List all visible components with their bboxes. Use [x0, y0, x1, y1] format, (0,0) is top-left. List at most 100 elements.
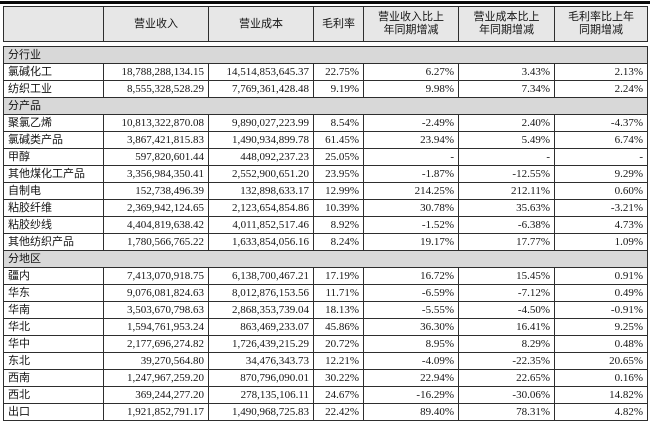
cell-value: 3,356,984,350.41: [103, 165, 209, 183]
cell-value: 152,738,496.39: [103, 182, 209, 200]
row-label: 出口: [3, 403, 104, 421]
table-row: 甲醇 597,820,601.44 448,092,237.23 25.05% - - -: [3, 148, 648, 166]
cell-value: 30.22%: [313, 369, 364, 387]
cell-value: 25.05%: [313, 148, 364, 166]
cell-value: 1,726,439,215.29: [208, 335, 314, 353]
cell-value: 12.99%: [313, 182, 364, 200]
row-label: 纺织工业: [3, 80, 104, 98]
cell-value: 10,813,322,870.08: [103, 114, 209, 132]
cell-value: 2,552,900,651.20: [208, 165, 314, 183]
cell-value: 1.09%: [554, 233, 648, 251]
cell-value: 24.67%: [313, 386, 364, 404]
cell-value: 9,076,081,824.63: [103, 284, 209, 302]
cell-value: 1,921,852,791.17: [103, 403, 209, 421]
table-row: 西南 1,247,967,259.20 870,796,090.01 30.22% 22…: [3, 369, 648, 387]
column-header: 营业收入: [103, 6, 209, 42]
cell-value: 39,270,564.80: [103, 352, 209, 370]
cell-value: 30.78%: [363, 199, 459, 217]
cell-value: 8.54%: [313, 114, 364, 132]
cell-value: 35.63%: [458, 199, 555, 217]
column-header: 营业成本比上 年同期增减: [458, 6, 555, 42]
cell-value: 23.95%: [313, 165, 364, 183]
cell-value: 6.74%: [554, 131, 648, 149]
segment-report-table: 营业收入 营业成本 毛利率 营业收入比上 年同期增减 营业成本比上 年同期增减 毛利率比上…: [3, 6, 648, 421]
cell-value: 6.27%: [363, 63, 459, 81]
table-row: 其他纺织产品 1,780,566,765.22 1,633,854,056.16 8.…: [3, 233, 648, 251]
cell-value: 8,012,876,153.56: [208, 284, 314, 302]
cell-value: 2.13%: [554, 63, 648, 81]
row-label: 氯碱类产品: [3, 131, 104, 149]
cell-value: 22.75%: [313, 63, 364, 81]
cell-value: 214.25%: [363, 182, 459, 200]
section-row: 分地区: [3, 250, 648, 268]
cell-value: 5.49%: [458, 131, 555, 149]
cell-value: -: [458, 148, 555, 166]
cell-value: -: [554, 148, 648, 166]
row-label: 西南: [3, 369, 104, 387]
cell-value: 1,633,854,056.16: [208, 233, 314, 251]
cell-value: 3,503,670,798.63: [103, 301, 209, 319]
cell-value: -30.06%: [458, 386, 555, 404]
row-label: 华中: [3, 335, 104, 353]
cell-value: -4.37%: [554, 114, 648, 132]
table-row: 华南 3,503,670,798.63 2,868,353,739.04 18.13%…: [3, 301, 648, 319]
cell-value: -1.52%: [363, 216, 459, 234]
cell-value: 4.73%: [554, 216, 648, 234]
header-row: 营业收入 营业成本 毛利率 营业收入比上 年同期增减 营业成本比上 年同期增减 毛利率比上…: [3, 6, 648, 42]
cell-value: 17.77%: [458, 233, 555, 251]
cell-value: 1,247,967,259.20: [103, 369, 209, 387]
cell-value: -3.21%: [554, 199, 648, 217]
cell-value: 132,898,633.17: [208, 182, 314, 200]
table-row: 疆内 7,413,070,918.75 6,138,700,467.21 17.19%…: [3, 267, 648, 285]
cell-value: 369,244,277.20: [103, 386, 209, 404]
cell-value: 0.16%: [554, 369, 648, 387]
cell-value: -: [363, 148, 459, 166]
column-header: 营业成本: [208, 6, 314, 42]
page-top-rule: [0, 1, 650, 4]
cell-value: 22.94%: [363, 369, 459, 387]
cell-value: 7,769,361,428.48: [208, 80, 314, 98]
cell-value: -4.09%: [363, 352, 459, 370]
cell-value: 9.29%: [554, 165, 648, 183]
cell-value: 870,796,090.01: [208, 369, 314, 387]
row-label: 聚氯乙烯: [3, 114, 104, 132]
row-label: 华北: [3, 318, 104, 336]
cell-value: 6,138,700,467.21: [208, 267, 314, 285]
cell-value: -5.55%: [363, 301, 459, 319]
row-label: 自制电: [3, 182, 104, 200]
table-row: 西北 369,244,277.20 278,135,106.11 24.67% -16.…: [3, 386, 648, 404]
row-label: 西北: [3, 386, 104, 404]
row-label: 其他煤化工产品: [3, 165, 104, 183]
table-row: 自制电 152,738,496.39 132,898,633.17 12.99% 214…: [3, 182, 648, 200]
cell-value: 4.82%: [554, 403, 648, 421]
cell-value: 448,092,237.23: [208, 148, 314, 166]
cell-value: 278,135,106.11: [208, 386, 314, 404]
table-row: 东北 39,270,564.80 34,476,343.73 12.21% -4.09%…: [3, 352, 648, 370]
table-row: 氯碱类产品 3,867,421,815.83 1,490,934,899.78 61.…: [3, 131, 648, 149]
cell-value: 12.21%: [313, 352, 364, 370]
cell-value: 2,123,654,854.86: [208, 199, 314, 217]
cell-value: 863,469,233.07: [208, 318, 314, 336]
cell-value: -6.59%: [363, 284, 459, 302]
table-row: 华中 2,177,696,274.82 1,726,439,215.29 20.72%…: [3, 335, 648, 353]
section-row: 分产品: [3, 97, 648, 115]
row-label: 粘胶纤维: [3, 199, 104, 217]
cell-value: -22.35%: [458, 352, 555, 370]
cell-value: 1,780,566,765.22: [103, 233, 209, 251]
cell-value: -7.12%: [458, 284, 555, 302]
cell-value: -0.91%: [554, 301, 648, 319]
section-row: 分行业: [3, 46, 648, 64]
table-row: 华北 1,594,761,953.24 863,469,233.07 45.86% 36…: [3, 318, 648, 336]
cell-value: 45.86%: [313, 318, 364, 336]
row-label: 其他纺织产品: [3, 233, 104, 251]
cell-value: 78.31%: [458, 403, 555, 421]
cell-value: 16.72%: [363, 267, 459, 285]
cell-value: 3,867,421,815.83: [103, 131, 209, 149]
cell-value: 0.60%: [554, 182, 648, 200]
cell-value: -2.49%: [363, 114, 459, 132]
column-header: 营业收入比上 年同期增减: [363, 6, 459, 42]
cell-value: 22.65%: [458, 369, 555, 387]
cell-value: 9.25%: [554, 318, 648, 336]
cell-value: 16.41%: [458, 318, 555, 336]
cell-value: 9.19%: [313, 80, 364, 98]
